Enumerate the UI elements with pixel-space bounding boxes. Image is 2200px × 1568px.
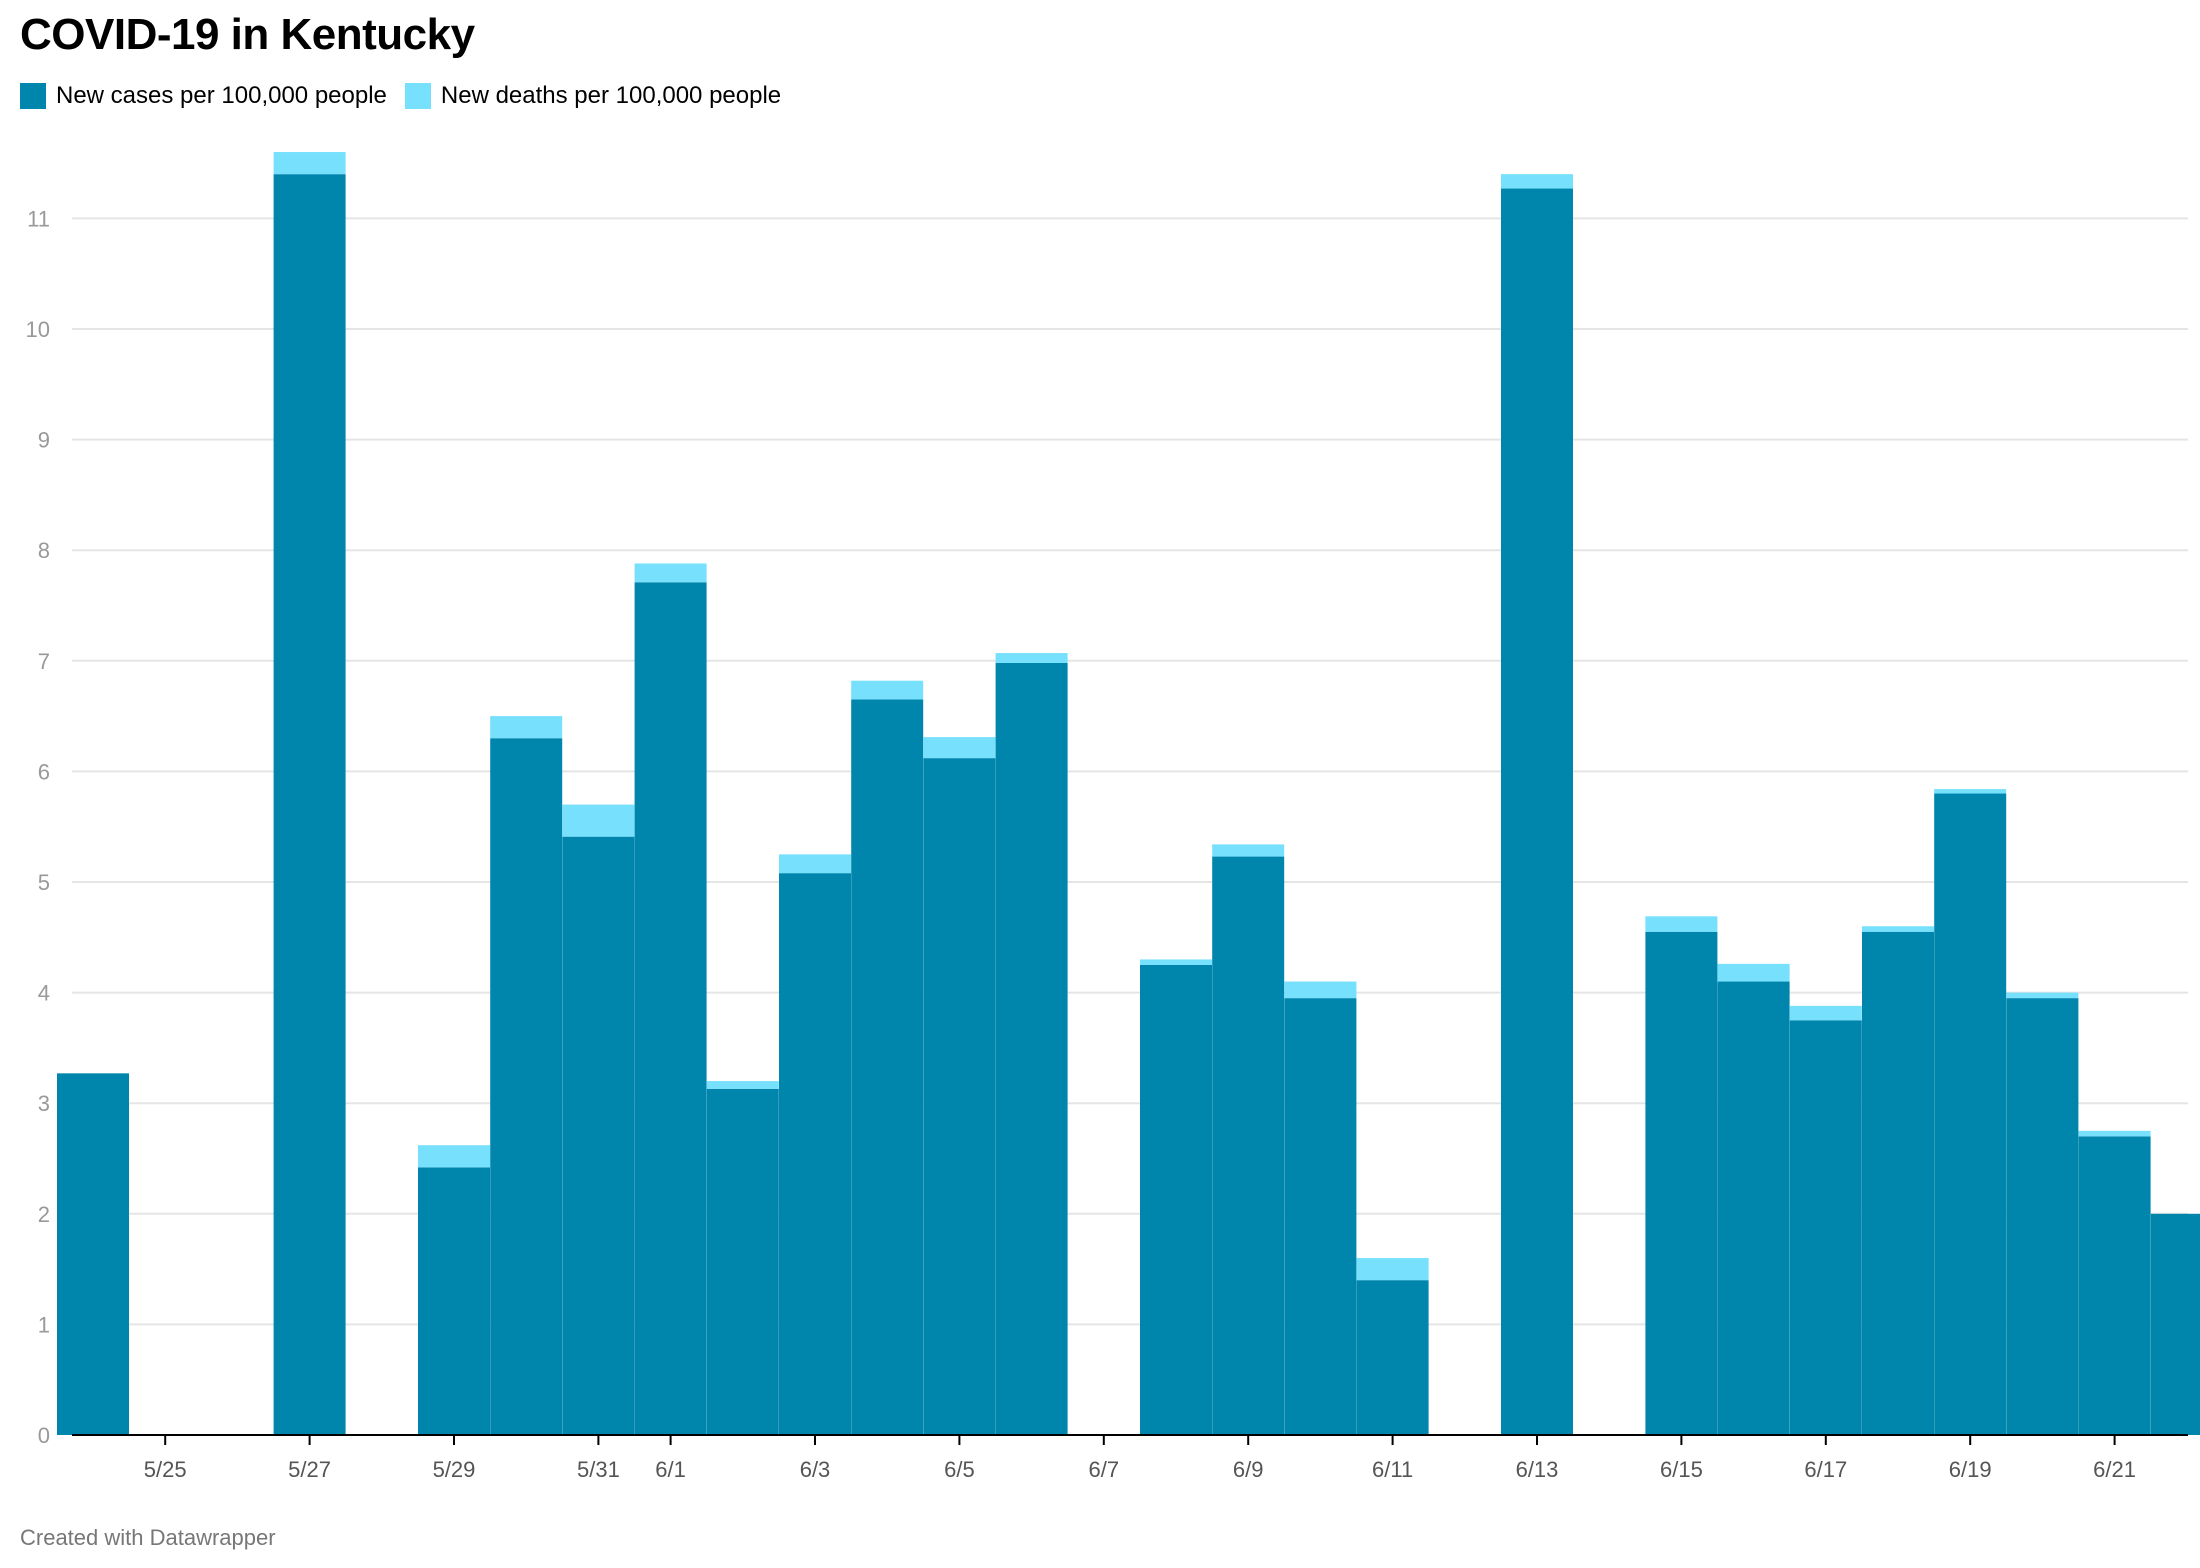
- bars-layer: [57, 152, 2200, 1436]
- legend: New cases per 100,000 people New deaths …: [20, 82, 799, 110]
- bar-cases: [490, 738, 563, 1435]
- y-tick-label: 9: [38, 428, 50, 453]
- x-tick-label: 6/19: [1949, 1457, 1992, 1482]
- bar-deaths: [1356, 1258, 1429, 1281]
- bar-deaths: [1284, 981, 1357, 999]
- bar-deaths: [1862, 926, 1934, 932]
- x-tick-label: 6/7: [1089, 1457, 1120, 1482]
- grid-layer: [72, 217, 2188, 1326]
- y-tick-label: 7: [38, 649, 50, 674]
- bar-deaths: [1212, 844, 1285, 857]
- x-tick-label: 6/15: [1660, 1457, 1703, 1482]
- y-tick-label: 2: [38, 1202, 50, 1227]
- bar-deaths: [1140, 959, 1212, 965]
- bar-cases: [1934, 793, 2007, 1435]
- bar-cases: [1862, 931, 1934, 1435]
- x-tick-label: 6/21: [2093, 1457, 2136, 1482]
- x-tick-label: 6/1: [655, 1457, 686, 1482]
- x-tick-label: 6/9: [1233, 1457, 1264, 1482]
- x-tick-label: 6/17: [1804, 1457, 1847, 1482]
- legend-label-deaths: New deaths per 100,000 people: [440, 82, 782, 109]
- x-tick-label: 6/11: [1372, 1457, 1413, 1482]
- bar-deaths: [923, 737, 996, 759]
- x-tick-label: 6/3: [800, 1457, 831, 1482]
- bar-cases: [1501, 188, 1573, 1436]
- bar-cases: [1140, 964, 1212, 1435]
- bar-cases: [273, 174, 346, 1435]
- bar-cases: [1645, 931, 1718, 1435]
- bar-deaths: [1934, 789, 2007, 794]
- x-tick-label: 6/5: [944, 1457, 975, 1482]
- bar-cases: [634, 582, 707, 1435]
- legend-label-cases: New cases per 100,000 people: [56, 82, 387, 109]
- y-tick-label: 1: [38, 1312, 50, 1337]
- y-tick-label: 6: [38, 759, 50, 784]
- bar-deaths: [1717, 963, 1790, 982]
- y-tick-label: 3: [38, 1091, 50, 1116]
- bar-cases: [57, 1073, 129, 1435]
- y-tick-label: 4: [38, 981, 50, 1006]
- bar-cases: [779, 873, 851, 1435]
- bar-cases: [2078, 1136, 2151, 1435]
- y-tick-label: 5: [38, 870, 50, 895]
- legend-swatch-cases: [20, 83, 46, 109]
- x-tick-label: 5/31: [577, 1457, 620, 1482]
- bar-deaths: [2078, 1130, 2151, 1137]
- bar-cases: [1212, 856, 1285, 1435]
- x-tick-label: 6/13: [1516, 1457, 1559, 1482]
- bar-cases: [851, 699, 924, 1435]
- bar-cases: [562, 836, 635, 1435]
- bar-deaths: [995, 653, 1068, 664]
- x-tick-label: 5/29: [433, 1457, 476, 1482]
- bar-deaths: [1501, 174, 1573, 189]
- bar-cases: [1284, 998, 1357, 1435]
- legend-item-deaths: New deaths per 100,000 people: [404, 82, 782, 110]
- bar-cases: [418, 1167, 490, 1435]
- y-tick-label: 10: [26, 317, 50, 342]
- bar-cases: [706, 1088, 779, 1435]
- bar-deaths: [273, 152, 346, 175]
- bar-deaths: [779, 854, 851, 874]
- legend-item-cases: New cases per 100,000 people: [20, 82, 387, 110]
- bar-cases: [923, 758, 996, 1435]
- bar-cases: [1356, 1280, 1429, 1435]
- y-tick-label: 8: [38, 538, 50, 563]
- bar-deaths: [851, 680, 924, 700]
- chart-title: COVID-19 in Kentucky: [20, 10, 475, 59]
- bar-cases: [1717, 981, 1790, 1435]
- bar-deaths: [1645, 916, 1718, 932]
- bar-deaths: [418, 1145, 490, 1168]
- y-tick-label: 11: [27, 206, 50, 231]
- legend-swatch-deaths: [404, 83, 431, 109]
- bar-deaths: [1789, 1005, 1862, 1021]
- x-tick-label: 5/25: [144, 1457, 187, 1482]
- y-tick-label: 0: [38, 1423, 50, 1448]
- bar-deaths: [634, 563, 707, 583]
- bar-deaths: [2006, 992, 2079, 999]
- bar-cases: [2150, 1213, 2200, 1435]
- x-tick-label: 5/27: [288, 1457, 331, 1482]
- bar-deaths: [490, 716, 563, 739]
- bar-deaths: [706, 1081, 779, 1089]
- bar-cases: [2006, 998, 2079, 1435]
- bar-deaths: [562, 804, 635, 837]
- bar-cases: [995, 663, 1068, 1435]
- credit-text: Created with Datawrapper: [20, 1525, 276, 1550]
- bar-cases: [1789, 1020, 1862, 1435]
- axis-layer: 0 1 2 3 4 5 6 7 8 9 10 11 5/25 5/27 5/29 5/31 6/1 6/3 6/5 6…: [26, 206, 2188, 1482]
